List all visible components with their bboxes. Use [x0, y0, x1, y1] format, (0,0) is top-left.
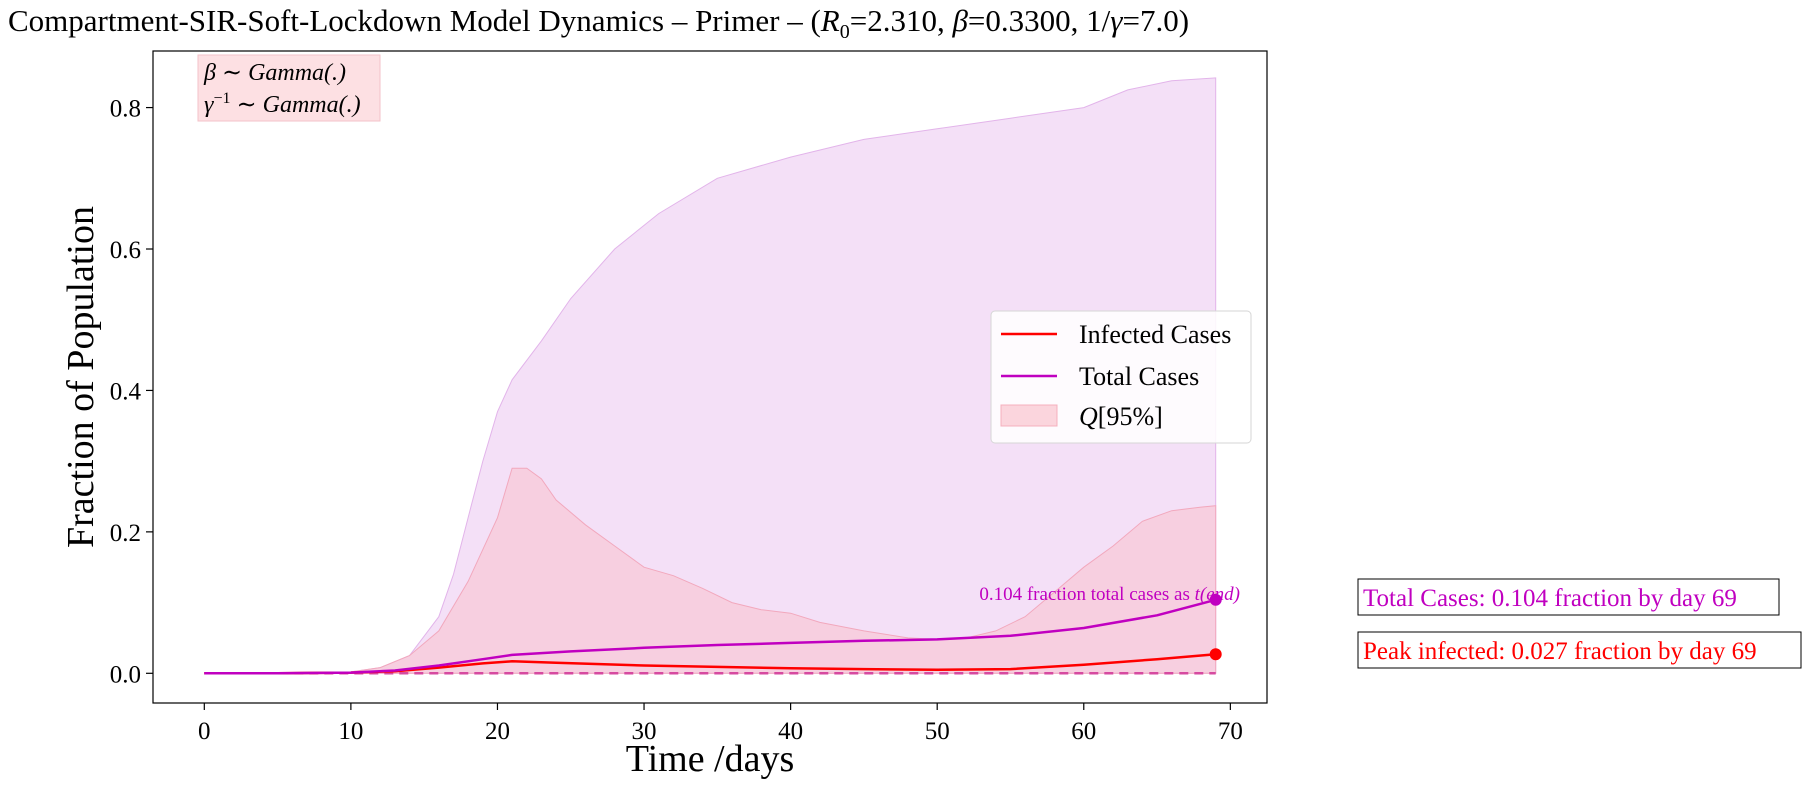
- side-label-total-text: Total Cases: 0.104 fraction by day 69: [1363, 585, 1737, 612]
- line-total-cases: [204, 598, 1217, 675]
- prior-note-line-1: β ∼ Gamma(.): [203, 60, 346, 86]
- endpoint-markers: [1209, 593, 1222, 661]
- legend-label-q95: Q[95%]: [1079, 402, 1163, 431]
- plot-frame: [152, 50, 1268, 704]
- x-tick-label: 50: [925, 718, 950, 745]
- x-tick-label: 40: [778, 718, 803, 745]
- x-tick-label: 10: [338, 718, 363, 745]
- legend: Infected Cases Total Cases Q[95%]: [990, 310, 1252, 444]
- end-annotation: 0.104 fraction total cases as t(end): [979, 584, 1240, 605]
- prior-note-line-2: γ−1 ∼ Gamma(.): [204, 90, 361, 118]
- side-label-total-box: [1357, 578, 1780, 616]
- endpoint-total: [1209, 593, 1222, 606]
- side-label-peak-box: [1357, 631, 1802, 669]
- y-tick-label: 0.6: [110, 237, 141, 264]
- x-tick-label: 20: [485, 718, 510, 745]
- side-label-total: Total Cases: 0.104 fraction by day 69: [1357, 578, 1780, 616]
- prior-note: β ∼ Gamma(.) γ−1 ∼ Gamma(.): [197, 54, 381, 122]
- x-tick-label: 70: [1218, 718, 1243, 745]
- x-tick-label: 0: [198, 718, 211, 745]
- x-tick-label: 60: [1071, 718, 1096, 745]
- y-tick-label: 0.8: [110, 96, 141, 123]
- x-tick-label: 30: [632, 718, 657, 745]
- chart-title: Compartment-SIR-Soft-Lockdown Model Dyna…: [8, 3, 1189, 43]
- y-axis-label: Fraction of Population: [60, 206, 102, 548]
- side-label-peak: Peak infected: 0.027 fraction by day 69: [1357, 631, 1802, 669]
- legend-swatch-q95: [1000, 404, 1058, 427]
- y-tick-label: 0.0: [110, 661, 141, 688]
- series-lines: [204, 598, 1217, 675]
- endpoint-infected: [1209, 648, 1222, 661]
- legend-label-total: Total Cases: [1079, 362, 1199, 391]
- prior-note-box: [197, 54, 381, 122]
- legend-label-infected: Infected Cases: [1079, 320, 1231, 349]
- y-axis-ticks: 0.0 0.2 0.4 0.6 0.8: [110, 96, 153, 688]
- x-axis-ticks: 0 10 20 30 40 50 60 70: [198, 703, 1243, 745]
- x-axis-label: Time /days: [626, 738, 795, 780]
- side-label-peak-text: Peak infected: 0.027 fraction by day 69: [1363, 638, 1757, 665]
- y-tick-label: 0.2: [110, 520, 141, 547]
- y-tick-label: 0.4: [110, 378, 142, 405]
